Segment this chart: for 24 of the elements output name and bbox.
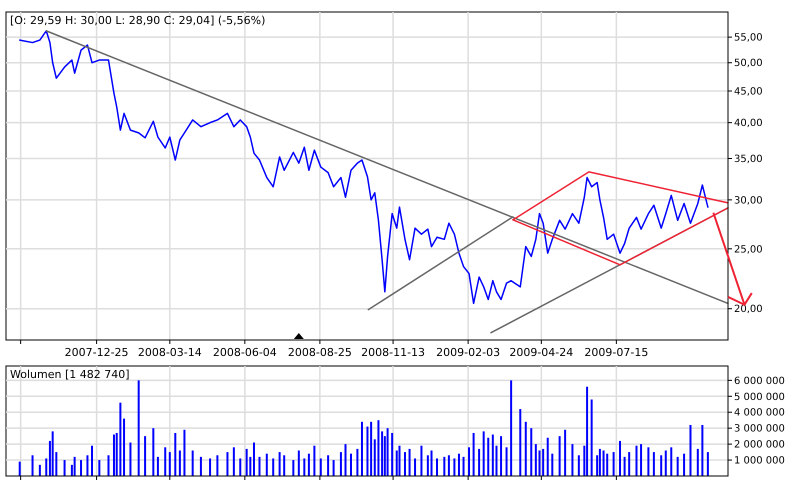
y-tick-label: 30,00 [734, 195, 763, 206]
x-tick-label: 2009-04-24 [509, 346, 574, 359]
y-tick-label: 2 000 000 [734, 440, 785, 451]
y-tick-label: 25,00 [734, 244, 763, 256]
y-tick-label: 4 000 000 [734, 408, 785, 419]
x-tick-label: 2009-02-03 [436, 346, 500, 359]
x-tick-label: 2008-06-04 [212, 346, 277, 359]
y-tick-label: 55,00 [734, 32, 763, 44]
y-tick-label: 20,00 [734, 304, 763, 316]
y-tick-label: 40,00 [734, 118, 763, 130]
chart-title: [O: 29,59 H: 30,00 L: 28,90 C: 29,04] (-5,56%) [10, 14, 266, 27]
x-tick-label: 2008-03-14 [138, 346, 202, 359]
x-tick-label: 2007-12-25 [64, 346, 129, 359]
y-tick-label: 35,00 [734, 154, 763, 165]
y-tick-label: 6 000 000 [734, 376, 785, 387]
y-tick-label: 45,00 [734, 86, 763, 98]
x-tick-label: 2009-07-15 [584, 346, 648, 359]
y-tick-label: 5 000 000 [734, 392, 785, 403]
x-tick-label: 2008-11-13 [361, 346, 426, 359]
y-tick-label: 3 000 000 [734, 424, 785, 435]
y-tick-label: 1 000 000 [734, 456, 785, 467]
x-tick-label: 2008-08-25 [288, 346, 352, 359]
y-tick-label: 50,00 [734, 58, 763, 70]
chart-title: Wolumen [1 482 740] [10, 368, 130, 381]
